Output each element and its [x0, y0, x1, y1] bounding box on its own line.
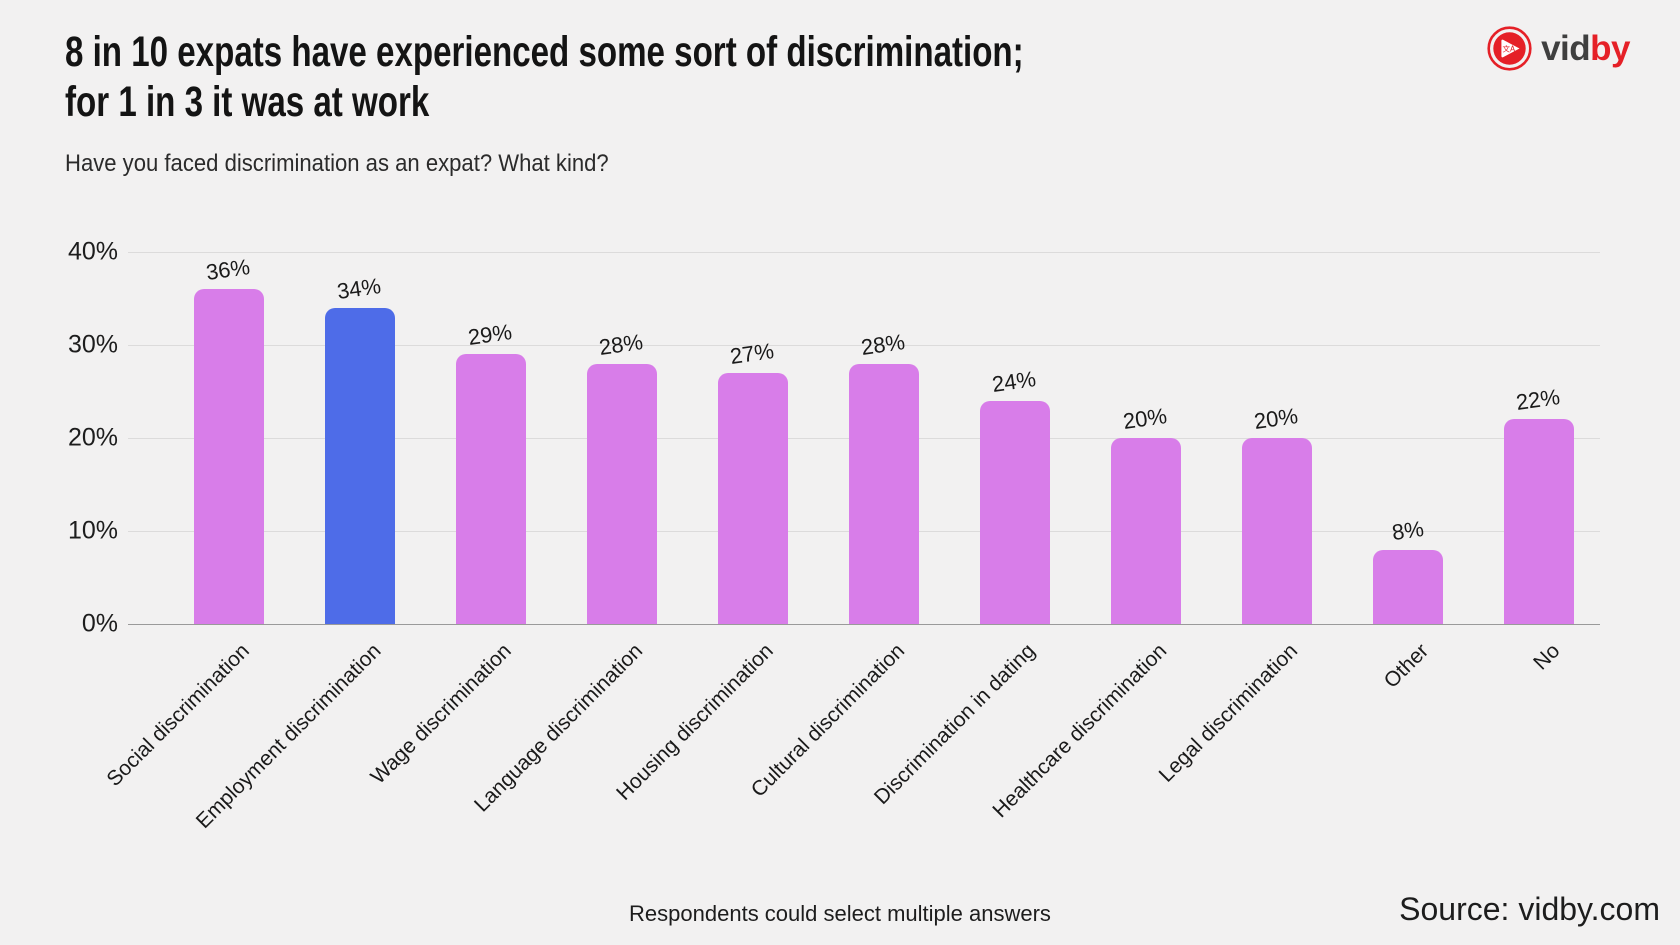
- bar: [1372, 549, 1443, 624]
- bar-column: 20% Healthcare discrimination: [988, 252, 1211, 822]
- y-tick-label: 30%: [67, 330, 118, 359]
- bar-value-label: 29%: [466, 319, 514, 351]
- bar: [979, 400, 1050, 624]
- y-tick-label: 10%: [67, 516, 118, 545]
- y-tick-label: 0%: [81, 609, 118, 638]
- gridline: [128, 624, 1600, 625]
- bar: [1503, 419, 1574, 624]
- bar-value-label: 34%: [335, 272, 383, 304]
- bar-value-label: 24%: [990, 365, 1038, 397]
- source-text: Source: vidby.com: [1399, 891, 1660, 927]
- x-tick-label: No: [1528, 639, 1565, 675]
- bar-column: 28% Language discrimination: [470, 252, 687, 817]
- bar-column: 27% Housing discrimination: [612, 252, 818, 805]
- footnote: Respondents could select multiple answer…: [629, 901, 1051, 926]
- bar-chart: 40% 30% 20% 10% 0% 36% Social discrimination…: [68, 239, 1600, 833]
- bar: [324, 307, 395, 624]
- bar: [193, 289, 264, 624]
- bar: [586, 363, 657, 624]
- bar-value-label: 22%: [1514, 384, 1562, 416]
- y-tick-label: 40%: [67, 237, 118, 266]
- bar-column: 8% Other: [1342, 252, 1473, 693]
- x-tick-label: Social discrimination: [102, 639, 255, 791]
- bar: [717, 372, 788, 624]
- bar-value-label: 36%: [204, 254, 252, 286]
- title-line-2: for 1 in 3 it was at work: [65, 78, 430, 126]
- y-tick-label: 20%: [67, 423, 118, 452]
- logo-text-by: by: [1590, 28, 1630, 68]
- x-tick-label: Other: [1379, 639, 1434, 693]
- bar-value-label: 8%: [1389, 515, 1425, 545]
- title-line-1: 8 in 10 expats have experienced some sor…: [65, 28, 1024, 76]
- bar-column: 36% Social discrimination: [102, 252, 294, 791]
- x-tick-label: Wage discrimination: [366, 639, 517, 789]
- bar-column: 34% Employment discrimination: [191, 252, 425, 833]
- bar-column: 29% Wage discrimination: [367, 252, 556, 789]
- bars-row: 36% Social discrimination 34% Employment…: [102, 252, 1604, 833]
- bar-column: 20% Legal discrimination: [1155, 252, 1342, 787]
- page-title: 8 in 10 expats have experienced some sor…: [65, 27, 1024, 127]
- vidby-play-icon: 文A: [1487, 26, 1532, 71]
- bar-value-label: 20%: [1121, 403, 1169, 434]
- bar-value-label: 27%: [728, 337, 776, 369]
- bar: [1241, 438, 1312, 624]
- logo-text-vid: vid: [1541, 28, 1591, 68]
- translate-glyph: 文A: [1503, 44, 1517, 54]
- bar: [1110, 438, 1181, 624]
- gridline: [128, 345, 1600, 346]
- logo-wordmark: vidby: [1541, 29, 1630, 69]
- bar-column: 24% Discrimination in dating: [870, 252, 1080, 809]
- vidby-logo: 文A vidby: [1487, 26, 1630, 71]
- bar-value-label: 20%: [1252, 403, 1300, 434]
- bar-value-label: 28%: [597, 328, 645, 360]
- gridline: [128, 252, 1600, 253]
- bar-value-label: 28%: [859, 328, 907, 360]
- bar-column: 28% Cultural discrimination: [747, 252, 949, 802]
- x-tick-label: Legal discrimination: [1154, 639, 1303, 787]
- bar-column: 22% No: [1473, 252, 1604, 675]
- bar: [455, 354, 526, 624]
- chart-question-subtitle: Have you faced discrimination as an expa…: [65, 150, 609, 177]
- bar: [848, 363, 919, 624]
